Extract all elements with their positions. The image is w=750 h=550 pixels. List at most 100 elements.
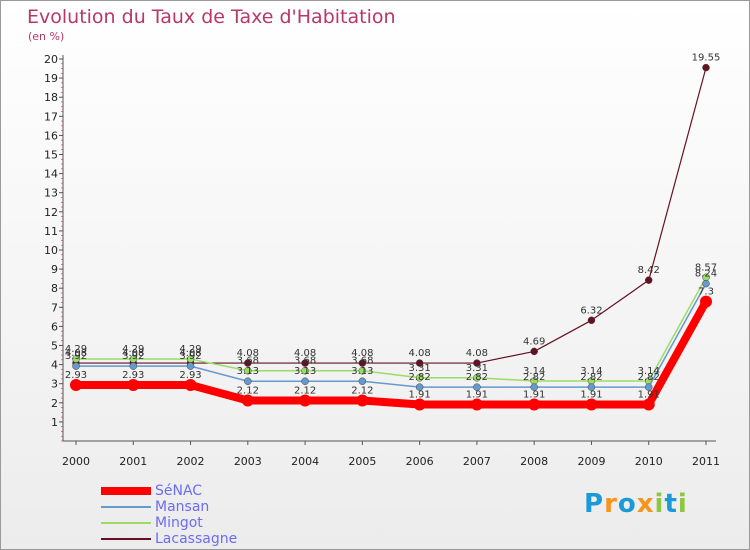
data-point [530, 347, 538, 356]
data-label: 3.92 [122, 351, 144, 362]
data-label: 3.13 [294, 366, 316, 377]
data-point [358, 359, 367, 367]
data-label: 3.68 [237, 356, 259, 367]
x-tick-label: 2001 [119, 455, 147, 468]
series-line-2 [76, 276, 707, 382]
data-point [184, 379, 197, 392]
y-tick-label: 10 [44, 244, 58, 257]
data-label: 1.91 [523, 390, 545, 401]
data-label: 2.82 [638, 372, 660, 383]
x-tick-label: 2002 [177, 455, 205, 468]
data-point [642, 398, 655, 411]
logo-letter: t [664, 489, 678, 519]
data-label: 3.92 [65, 351, 87, 362]
y-tick-label: 12 [44, 206, 58, 219]
data-label: 3.68 [294, 356, 316, 367]
data-point [415, 359, 424, 367]
legend-label: Mingot [155, 515, 203, 531]
data-label: 4.08 [466, 348, 488, 359]
x-tick-label: 2009 [577, 455, 605, 468]
y-tick-label: 5 [51, 340, 58, 353]
data-point [585, 398, 598, 411]
data-label: 3.92 [179, 351, 201, 362]
x-tick-label: 2005 [348, 455, 376, 468]
data-point [644, 383, 653, 391]
legend-label: Lacassagne [155, 531, 238, 547]
data-point [470, 398, 483, 411]
data-label: 2.12 [294, 386, 316, 397]
data-point [415, 374, 424, 382]
data-label: 3.68 [351, 356, 373, 367]
data-point [473, 374, 481, 382]
data-label: 4.29 [122, 344, 144, 355]
y-tick-label: 4 [51, 359, 58, 372]
logo-letter: P [584, 489, 605, 519]
x-tick-label: 2003 [234, 455, 262, 468]
legend-swatch [101, 522, 151, 524]
y-tick-label: 18 [44, 91, 58, 104]
data-point [356, 394, 369, 407]
proxiti-logo: Proxiti [584, 489, 688, 519]
data-label: 2.82 [466, 372, 488, 383]
y-tick-label: 1 [51, 416, 58, 429]
y-tick-label: 17 [44, 110, 58, 123]
data-point [299, 394, 312, 407]
data-point [186, 362, 195, 370]
logo-letter: i [654, 489, 665, 519]
y-axis-unit-label: (en %) [28, 30, 65, 43]
data-label: 3.14 [580, 366, 602, 377]
data-label: 2.82 [580, 372, 602, 383]
y-tick-label: 6 [51, 320, 58, 333]
logo-letter: i [677, 489, 688, 519]
data-point [301, 366, 309, 375]
y-tick-label: 8 [51, 282, 58, 295]
legend-swatch [101, 538, 151, 540]
data-label: 8.42 [638, 265, 660, 276]
x-tick-label: 2007 [463, 455, 491, 468]
data-label: 4.08 [122, 348, 144, 359]
data-point [127, 379, 140, 392]
data-label: 3.31 [466, 363, 488, 374]
data-point [244, 359, 252, 367]
legend-label: SéNAC [155, 483, 203, 499]
series-line-3 [76, 67, 707, 364]
logo-letter: o [617, 489, 637, 519]
data-label: 2.82 [409, 372, 431, 383]
data-point [700, 295, 712, 308]
y-tick-label: 2 [51, 397, 58, 410]
data-label: 4.08 [351, 348, 373, 359]
data-point [702, 63, 710, 72]
legend-swatch [101, 506, 151, 508]
data-label: 3.14 [638, 366, 660, 377]
data-label: 1.91 [580, 390, 602, 401]
x-tick-label: 2011 [692, 455, 720, 468]
data-label: 4.08 [179, 348, 201, 359]
data-label: 2.82 [523, 372, 545, 383]
legend-swatch [101, 487, 151, 495]
data-label: 1.91 [409, 390, 431, 401]
y-tick-label: 9 [51, 263, 58, 276]
data-label: 1.91 [638, 390, 660, 401]
y-tick-label: 16 [44, 129, 58, 142]
y-tick-label: 19 [44, 72, 58, 85]
series-line-1 [76, 283, 707, 388]
data-label: 4.29 [179, 344, 201, 355]
data-label: 19.55 [692, 53, 721, 64]
data-label: 2.12 [351, 386, 373, 397]
data-label: 2.93 [122, 370, 144, 381]
y-tick-label: 13 [44, 187, 58, 200]
data-label: 1.91 [466, 390, 488, 401]
data-label: 4.29 [65, 344, 87, 355]
data-label: 8.24 [695, 269, 717, 280]
data-point [244, 377, 252, 385]
y-tick-label: 7 [51, 301, 58, 314]
data-point [358, 366, 367, 375]
data-point [530, 383, 538, 391]
data-label: 2.93 [65, 370, 87, 381]
y-tick-label: 20 [44, 53, 58, 66]
data-label: 3.13 [237, 366, 259, 377]
data-label: 4.08 [65, 348, 87, 359]
y-tick-label: 3 [51, 378, 58, 391]
data-label: 3.31 [409, 363, 431, 374]
